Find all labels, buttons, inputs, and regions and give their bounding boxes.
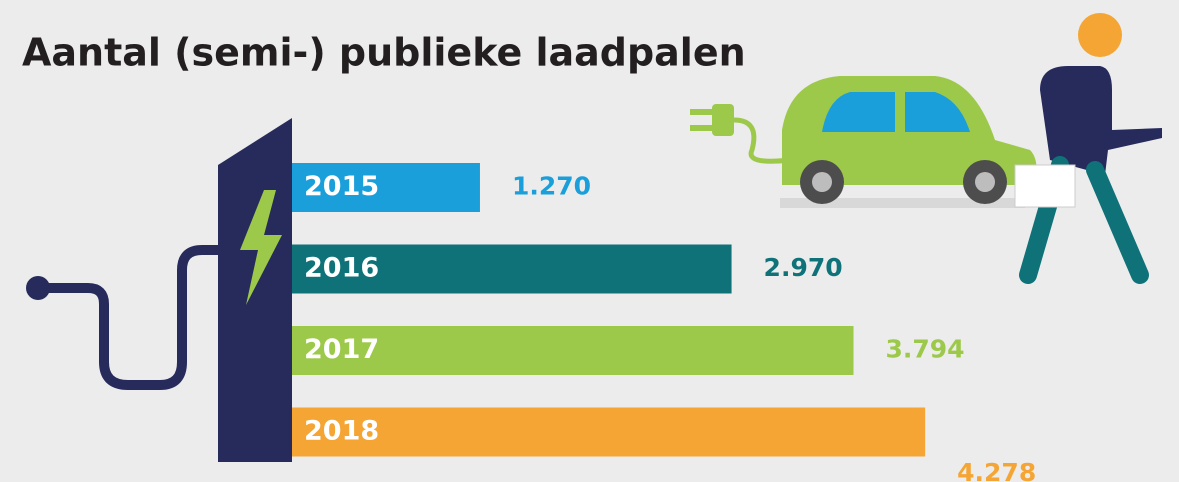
person-illustration [1014,13,1162,284]
value-label: 1.270 [512,172,591,201]
bar [292,407,926,457]
plug [26,276,50,300]
cable [33,245,227,390]
category-label: 2016 [304,253,379,284]
bar [292,326,854,375]
value-label: 4.278 [957,458,1036,482]
bar [292,244,732,294]
category-label: 2015 [304,171,379,202]
bar [292,163,480,212]
value-label: 2.970 [764,253,843,282]
value-label: 3.794 [886,335,965,364]
category-label: 2018 [304,416,379,447]
category-label: 2017 [304,334,379,365]
car-illustration [690,76,1037,208]
chart-title: Aantal (semi-) publieke laadpalen [22,31,746,75]
lightning-bolt [240,190,282,305]
charger-post [218,118,292,462]
